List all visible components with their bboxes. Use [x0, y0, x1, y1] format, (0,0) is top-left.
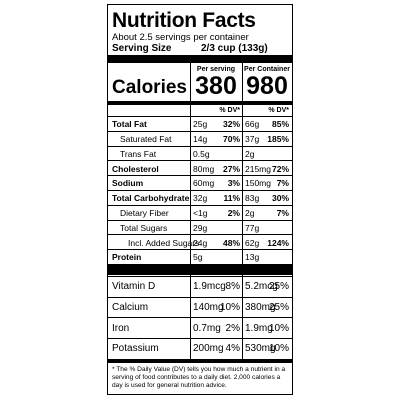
daily-value: 3% [227, 178, 240, 189]
daily-value: 25% [268, 302, 289, 314]
amount: 5g [193, 252, 203, 263]
column-rule [242, 63, 243, 361]
amount: 14g [193, 133, 208, 144]
row-rule [108, 234, 292, 236]
daily-value: 2% [227, 207, 240, 218]
medium-rule [108, 101, 292, 105]
amount: 83g [245, 193, 260, 204]
amount: 1.9mg [245, 322, 273, 334]
daily-value: 27% [222, 163, 240, 174]
daily-value: 70% [222, 133, 240, 144]
daily-value: 48% [222, 237, 240, 248]
amount: 5.2mcg [245, 281, 278, 293]
nutrient-name: Sodium [112, 178, 144, 189]
daily-value: 11% [223, 193, 240, 204]
nutrient-name: Iron [112, 322, 130, 334]
daily-value: 10% [219, 302, 240, 314]
daily-value: 10% [268, 343, 289, 355]
daily-value: 8% [225, 281, 240, 293]
daily-value: 4% [225, 343, 240, 355]
nutrient-name: Incl. Added Sugars [128, 237, 200, 248]
footnote: * The % Daily Value (DV) tells you how m… [112, 366, 286, 389]
amount: 200mg [193, 343, 224, 355]
row-rule [108, 204, 292, 206]
amount: 60mg [193, 178, 215, 189]
amount: 0.7mg [193, 322, 221, 334]
row-rule [108, 296, 292, 298]
row-rule [108, 130, 292, 132]
amount: 37g [245, 133, 260, 144]
amount: 80mg [193, 163, 215, 174]
amount: <1g [193, 207, 208, 218]
nutrient-name: Vitamin D [112, 281, 156, 293]
column-header: Per serving [196, 66, 236, 73]
nutrient-name: Calcium [112, 302, 149, 314]
thick-rule [108, 55, 292, 63]
daily-value: 10% [268, 322, 289, 334]
row-rule [108, 145, 292, 147]
row-rule [108, 160, 292, 162]
row-rule [108, 190, 292, 191]
amount: 13g [245, 252, 260, 263]
nutrient-name: Trans Fat [120, 148, 157, 159]
nutrient-name: Protein [112, 252, 142, 263]
calories-value: 980 [246, 72, 288, 100]
nutrient-name: Saturated Fat [120, 133, 172, 144]
calories-value: 380 [195, 72, 237, 100]
title: Nutrition Facts [112, 9, 256, 32]
row-rule [108, 317, 292, 319]
daily-value: 85% [271, 119, 289, 130]
amount: 140mg [193, 302, 224, 314]
amount: 66g [245, 119, 260, 130]
row-rule [108, 338, 292, 340]
amount: 25g [193, 119, 208, 130]
nutrient-name: Potassium [112, 343, 159, 355]
servings: About 2.5 servings per container [112, 32, 249, 43]
daily-value: 2% [225, 322, 240, 334]
row-rule [108, 116, 292, 117]
nutrient-name: Cholesterol [112, 163, 159, 174]
serving-size-label: Serving Size [112, 43, 172, 54]
medium-rule [108, 359, 292, 363]
column-header: Per Container [244, 66, 290, 73]
column-rule [190, 63, 191, 361]
amount: 62g [245, 237, 260, 248]
amount: 150mg [245, 178, 271, 189]
thick-rule [108, 264, 292, 275]
row-rule [108, 219, 292, 221]
serving-size: 2/3 cup (133g) [201, 43, 268, 54]
dv-header: % DV* [268, 107, 289, 114]
calories-label: Calories [112, 77, 187, 98]
nutrient-name: Dietary Fiber [120, 207, 169, 218]
daily-value: 72% [271, 163, 289, 174]
row-rule [108, 276, 292, 277]
daily-value: 7% [276, 207, 289, 218]
row-rule [108, 249, 292, 251]
row-rule [108, 175, 292, 177]
daily-value: 30% [271, 193, 289, 204]
nutrient-name: Total Carbohydrate [112, 193, 190, 204]
amount: 0.5g [193, 148, 210, 159]
amount: 215mg [245, 163, 271, 174]
nutrition-label: Nutrition Facts About 2.5 servings per c… [107, 4, 293, 395]
dv-header: % DV* [219, 107, 240, 114]
amount: 29g [193, 222, 208, 233]
amount: 32g [193, 193, 208, 204]
nutrient-name: Total Fat [112, 119, 147, 130]
daily-value: 185% [267, 133, 289, 144]
amount: 2g [245, 207, 255, 218]
daily-value: 25% [268, 281, 289, 293]
amount: 1.9mcg [193, 281, 226, 293]
daily-value: 32% [222, 119, 240, 130]
daily-value: 7% [276, 178, 289, 189]
daily-value: 124% [267, 237, 289, 248]
nutrient-name: Total Sugars [120, 222, 168, 233]
amount: 380mg [245, 302, 276, 314]
amount: 530mg [245, 343, 276, 355]
amount: 77g [245, 222, 260, 233]
amount: 24g [193, 237, 208, 248]
amount: 2g [245, 148, 255, 159]
